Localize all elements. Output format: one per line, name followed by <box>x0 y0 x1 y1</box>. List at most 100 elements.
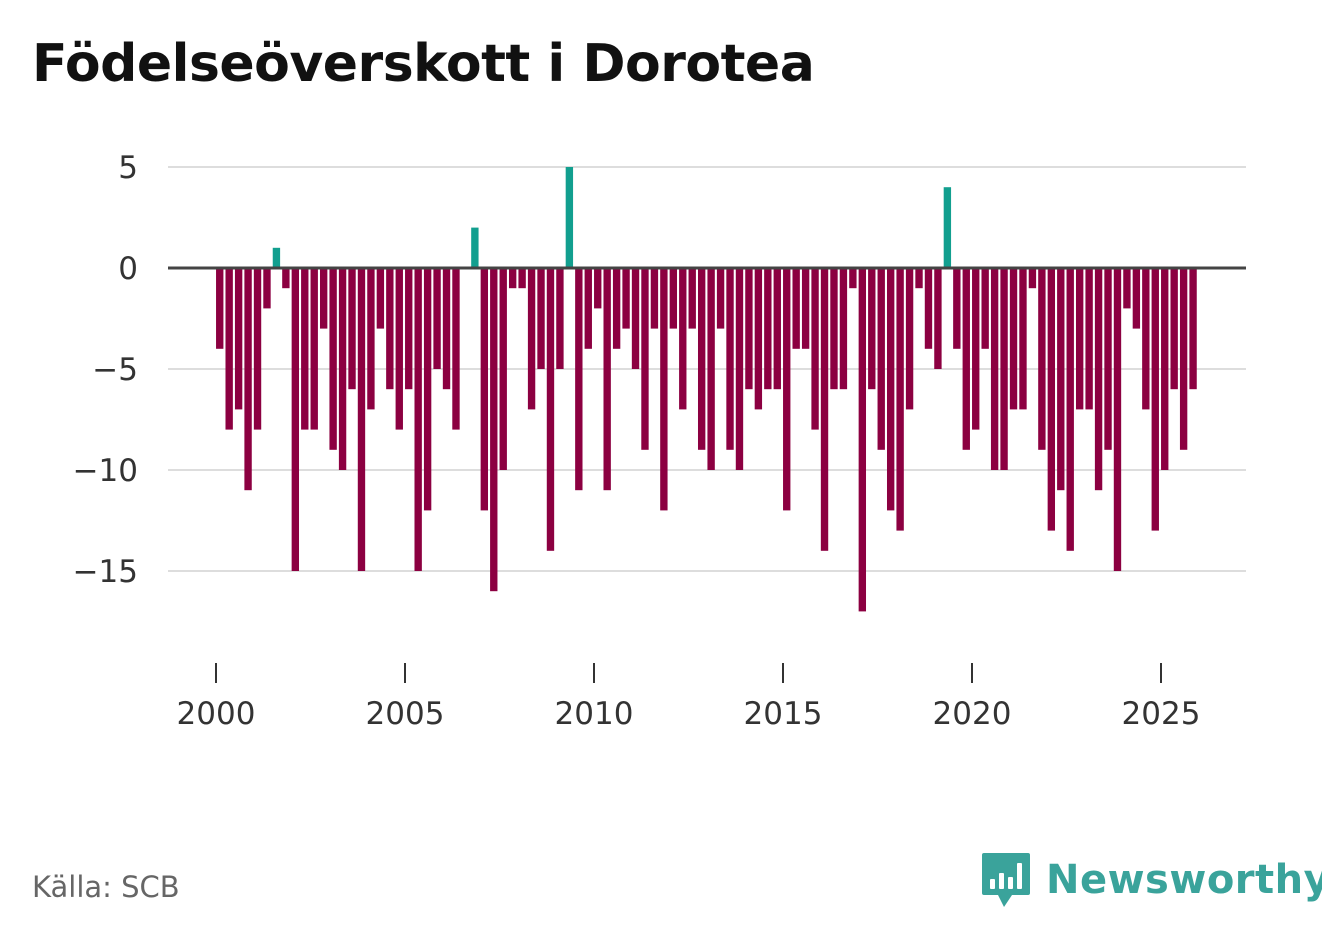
bar <box>216 268 224 349</box>
bar <box>301 268 309 430</box>
bar <box>405 268 413 390</box>
bar <box>716 268 725 329</box>
bar <box>357 268 366 571</box>
bar <box>990 268 999 470</box>
bar <box>433 268 441 369</box>
bar <box>660 268 668 511</box>
bar <box>253 268 262 430</box>
bar <box>1113 268 1122 571</box>
bar <box>1075 268 1084 410</box>
bar <box>1085 268 1093 410</box>
bar <box>886 268 895 511</box>
bar <box>962 268 970 450</box>
bar <box>773 268 781 390</box>
bar <box>480 268 489 511</box>
y-tick-label: −10 <box>73 453 138 489</box>
y-tick-label: −5 <box>92 352 138 388</box>
bar <box>282 268 290 289</box>
bar <box>905 268 914 410</box>
bar <box>868 268 876 390</box>
brand-name: Newsworthy <box>1046 857 1322 903</box>
axes: 5 0 −5 −10 −15 2000 2005 2010 2015 2020 2025 <box>73 150 1246 732</box>
bar <box>414 268 422 571</box>
bar <box>310 268 318 430</box>
brand[interactable]: Newsworthy <box>980 850 1322 910</box>
bar <box>1123 268 1131 309</box>
bar <box>1066 268 1074 551</box>
x-tick-label: 2015 <box>744 696 823 732</box>
bar <box>537 268 545 369</box>
bar <box>858 268 867 612</box>
bar <box>1179 268 1188 450</box>
bar <box>442 268 451 390</box>
bar <box>1161 268 1169 470</box>
bar <box>490 268 498 592</box>
bar <box>839 268 848 390</box>
bar <box>783 268 791 511</box>
bar <box>707 268 715 470</box>
bar <box>953 268 961 349</box>
bar <box>386 268 394 390</box>
bar <box>1189 268 1197 390</box>
bar <box>1019 268 1027 410</box>
x-tick-label: 2020 <box>933 696 1012 732</box>
bar <box>508 268 517 289</box>
bar <box>631 268 640 369</box>
bar <box>764 268 772 390</box>
bar <box>934 268 942 369</box>
bar <box>584 268 592 349</box>
bar <box>849 268 857 289</box>
x-tick-label: 2000 <box>177 696 256 732</box>
bar <box>1057 268 1065 491</box>
x-tick-label: 2010 <box>555 696 634 732</box>
bar <box>830 268 838 390</box>
x-tick-label: 2005 <box>366 696 445 732</box>
bar <box>726 268 734 450</box>
bar <box>1038 268 1046 450</box>
bar <box>792 268 800 349</box>
bar <box>1104 268 1112 450</box>
bar <box>367 268 375 410</box>
bar <box>801 268 810 349</box>
bar <box>697 268 706 450</box>
bar <box>972 268 980 430</box>
bar <box>896 268 904 531</box>
gridlines <box>168 166 1246 572</box>
y-tick-label: −15 <box>73 554 138 590</box>
bar <box>376 268 385 329</box>
bar <box>820 268 829 551</box>
bar <box>669 268 678 329</box>
bar <box>1132 268 1141 329</box>
bar <box>556 268 564 369</box>
bar <box>272 247 281 268</box>
bar <box>499 268 507 470</box>
bar <box>452 268 460 430</box>
bar <box>518 268 526 289</box>
source-note: Källa: SCB <box>32 870 180 904</box>
bar <box>338 268 347 470</box>
bar <box>641 268 649 450</box>
bar <box>754 268 763 410</box>
bar <box>679 268 687 410</box>
bar <box>811 268 819 430</box>
bar <box>745 268 753 390</box>
bar <box>612 268 621 349</box>
bar <box>981 268 989 349</box>
bar <box>915 268 923 289</box>
bar <box>565 167 574 268</box>
bar <box>423 268 432 511</box>
bar <box>877 268 885 450</box>
bar <box>263 268 271 309</box>
bar <box>1094 268 1103 491</box>
bar <box>546 268 555 551</box>
bar <box>225 268 233 430</box>
bar <box>943 187 952 268</box>
bar <box>348 268 356 390</box>
bar <box>319 268 328 329</box>
bar <box>1000 268 1008 470</box>
bars <box>216 167 1197 612</box>
y-tick-label: 5 <box>118 150 138 186</box>
bar <box>234 268 243 410</box>
bar <box>924 268 933 349</box>
